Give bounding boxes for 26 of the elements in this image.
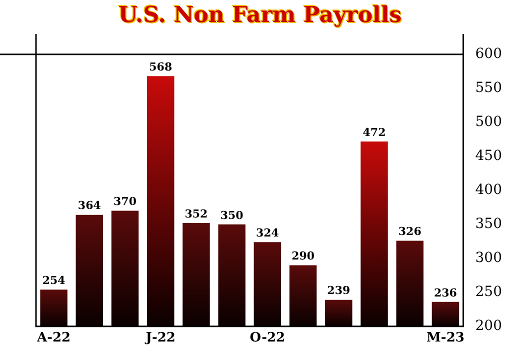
y-tick-label: 450 [475,148,502,164]
y-tick-label: 600 [475,46,502,62]
data-label: 239 [327,284,350,298]
y-tick-label: 350 [475,216,502,232]
data-label: 350 [220,208,244,222]
y-tick-label: 400 [475,182,502,198]
y-tick-label: 300 [475,250,502,266]
y-tick-label: 550 [475,80,502,96]
data-label: 370 [114,195,137,208]
x-tick-label: A-22 [36,330,71,346]
data-label: 364 [78,199,102,212]
data-label: 352 [184,207,208,220]
x-tick-label: J-22 [144,330,176,346]
data-label: 236 [434,286,458,300]
x-tick-label: O-22 [250,330,286,346]
data-label: 326 [398,225,422,238]
y-tick-label: 500 [475,114,502,130]
data-label: 254 [42,274,66,288]
data-label: 472 [362,126,386,139]
y-tick-label: 200 [475,318,502,334]
y-tick-label: 250 [475,284,502,300]
data-label: 324 [256,226,280,240]
data-label: 568 [149,60,172,74]
chart-title: U.S. Non Farm Payrolls [117,2,403,28]
data-label: 290 [292,250,315,263]
x-tick-label: M-23 [426,330,464,346]
